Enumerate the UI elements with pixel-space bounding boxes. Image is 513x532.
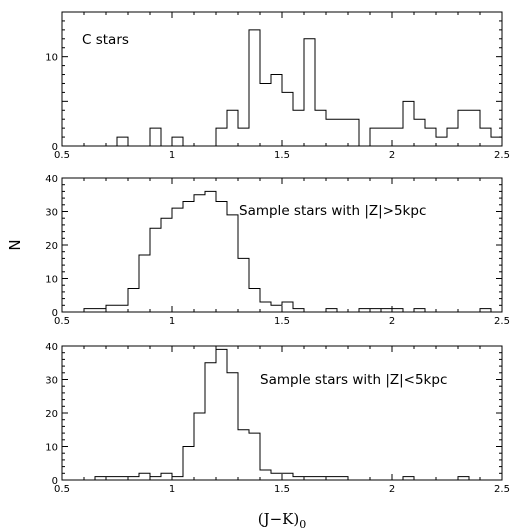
panel-c-stars-annotation: C stars <box>82 32 129 48</box>
x-tick-label: 1 <box>169 316 175 327</box>
y-tick-label: 0 <box>52 308 58 319</box>
panel-low-z-frame <box>61 345 503 481</box>
panel-c-stars-ticks <box>61 11 503 147</box>
panel-c-stars: 0.5 1 1.5 2 2.5 0 10 C stars <box>45 11 510 161</box>
panel-high-z-histogram <box>83 190 492 312</box>
y-tick-label: 40 <box>45 174 58 185</box>
panel-high-z-tick-labels: 0.5 1 1.5 2 2.5 0 10 20 30 40 <box>45 174 510 327</box>
panel-low-z-annotation: Sample stars with |Z|<5kpc <box>260 372 447 388</box>
y-tick-label: 10 <box>45 443 58 454</box>
x-tick-label: 2 <box>389 150 395 161</box>
y-tick-label: 20 <box>45 409 58 420</box>
panel-low-z-tick-labels: 0.5 1 1.5 2 2.5 0 10 20 30 40 <box>45 342 510 495</box>
y-tick-label: 30 <box>45 208 58 219</box>
y-tick-label: 0 <box>52 142 58 153</box>
x-tick-label: 0.5 <box>54 150 70 161</box>
x-tick-label: 1.5 <box>274 316 290 327</box>
x-tick-label: 0.5 <box>54 316 70 327</box>
y-tick-label: 10 <box>45 53 58 64</box>
panel-c-stars-tick-labels: 0.5 1 1.5 2 2.5 0 10 <box>45 53 510 161</box>
x-tick-label: 2 <box>389 484 395 495</box>
x-tick-label: 1 <box>169 150 175 161</box>
panel-low-z-ticks <box>61 345 503 481</box>
y-tick-label: 30 <box>45 376 58 387</box>
x-tick-label: 2.5 <box>494 316 510 327</box>
x-tick-label: 2.5 <box>494 484 510 495</box>
panel-low-z-histogram <box>94 348 470 480</box>
y-tick-label: 0 <box>52 476 58 487</box>
x-tick-label: 2.5 <box>494 150 510 161</box>
y-axis-label: N <box>6 239 24 250</box>
x-tick-label: 1 <box>169 484 175 495</box>
x-tick-label: 1.5 <box>274 484 290 495</box>
x-axis-label-subscript: 0 <box>299 518 306 531</box>
panel-low-z: 0.5 1 1.5 2 2.5 0 10 20 30 40 Sample stars with |… <box>45 342 510 495</box>
x-tick-label: 2 <box>389 316 395 327</box>
x-tick-label: 0.5 <box>54 484 70 495</box>
panel-c-stars-histogram <box>116 29 503 147</box>
x-axis-label: (J−K)0 <box>258 510 307 531</box>
x-tick-label: 1.5 <box>274 150 290 161</box>
x-axis-label-main: (J−K) <box>258 510 300 528</box>
panel-high-z-annotation: Sample stars with |Z|>5kpc <box>239 203 426 219</box>
y-tick-label: 40 <box>45 342 58 353</box>
panel-high-z: 0.5 1 1.5 2 2.5 0 10 20 30 40 Sample stars with |… <box>45 174 510 327</box>
y-tick-label: 10 <box>45 275 58 286</box>
y-tick-label: 20 <box>45 241 58 252</box>
